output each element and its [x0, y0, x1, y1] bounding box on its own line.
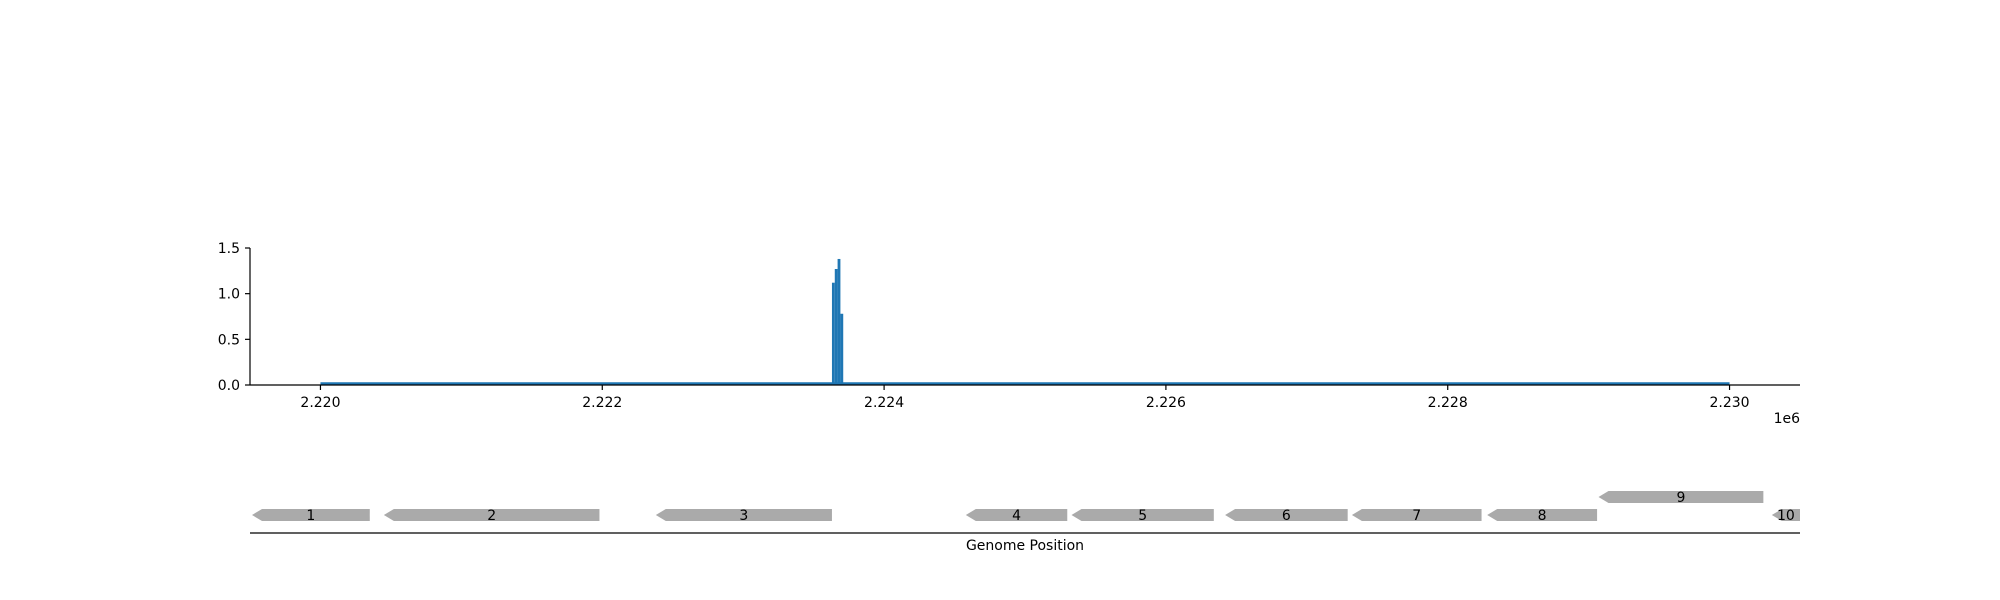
- y-tick-label: 0.5: [218, 332, 240, 348]
- gene-label: 6: [1282, 508, 1291, 524]
- y-ticks: 0.0 0.5 1.0 1.5: [218, 241, 250, 394]
- coverage-bar: [837, 258, 841, 385]
- y-tick-label: 1.0: [218, 287, 240, 303]
- gene-label: 2: [487, 508, 496, 524]
- gene-arrow: [1351, 509, 1482, 521]
- gene-arrow: [655, 509, 832, 521]
- x-tick-label: 2.222: [582, 395, 622, 411]
- x-tick-label: 2.226: [1146, 395, 1186, 411]
- gene-arrow: [1598, 491, 1764, 503]
- gene-label: 5: [1138, 508, 1147, 524]
- x-tick-label: 2.230: [1709, 395, 1749, 411]
- x-ticks: 2.220 2.222 2.224 2.226 2.228 2.230: [300, 385, 1750, 411]
- gene-label: 1: [306, 508, 315, 524]
- gene-arrow: [383, 509, 600, 521]
- gene-arrow: [1071, 509, 1214, 521]
- gene-label: 9: [1676, 490, 1685, 506]
- y-tick-label: 1.5: [218, 241, 240, 257]
- gene-arrow: [1771, 509, 1800, 521]
- gene-arrow: [965, 509, 1068, 521]
- gene-label: 4: [1012, 508, 1021, 524]
- x-tick-label: 2.220: [300, 395, 340, 411]
- coverage-bar: [840, 313, 844, 385]
- x-offset-label: 1e6: [1774, 411, 1801, 427]
- gene-arrow: [1487, 509, 1598, 521]
- gene-label: 7: [1412, 508, 1421, 524]
- y-tick-label: 0.0: [218, 378, 240, 394]
- genes-group: 1 2 3 4 5 6 7 8 9 10: [252, 490, 1800, 524]
- gene-track-xlabel: Genome Position: [966, 538, 1084, 554]
- gene-label: 3: [739, 508, 748, 524]
- gene-track: 1 2 3 4 5 6 7 8 9 10 Genome Position: [250, 490, 1800, 554]
- gene-label: 10: [1777, 508, 1795, 524]
- coverage-bar: [834, 269, 838, 385]
- gene-label: 8: [1538, 508, 1547, 524]
- coverage-bar: [831, 282, 835, 385]
- gene-arrow: [1225, 509, 1348, 521]
- gene-arrow: [252, 509, 370, 521]
- x-tick-label: 2.224: [864, 395, 904, 411]
- bars-group: [831, 258, 844, 385]
- x-tick-label: 2.228: [1428, 395, 1468, 411]
- coverage-plot: 0.00.51.01.5 2.220 2.222 2.224 2.226 2.228 2.…: [218, 241, 1800, 427]
